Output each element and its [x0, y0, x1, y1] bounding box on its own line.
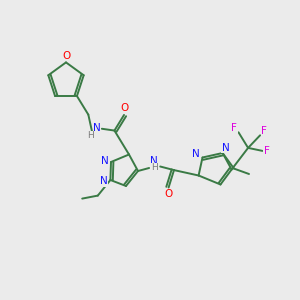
Text: H: H: [151, 164, 158, 172]
Text: F: F: [261, 126, 267, 136]
Text: O: O: [164, 189, 172, 199]
Text: O: O: [62, 51, 71, 61]
Text: F: F: [264, 146, 270, 156]
Text: F: F: [231, 123, 237, 133]
Text: N: N: [150, 156, 158, 166]
Text: O: O: [121, 103, 129, 113]
Text: H: H: [87, 131, 94, 140]
Text: N: N: [93, 123, 101, 133]
Text: N: N: [192, 149, 200, 159]
Text: N: N: [222, 142, 230, 153]
Text: N: N: [100, 176, 108, 187]
Text: N: N: [100, 156, 108, 167]
